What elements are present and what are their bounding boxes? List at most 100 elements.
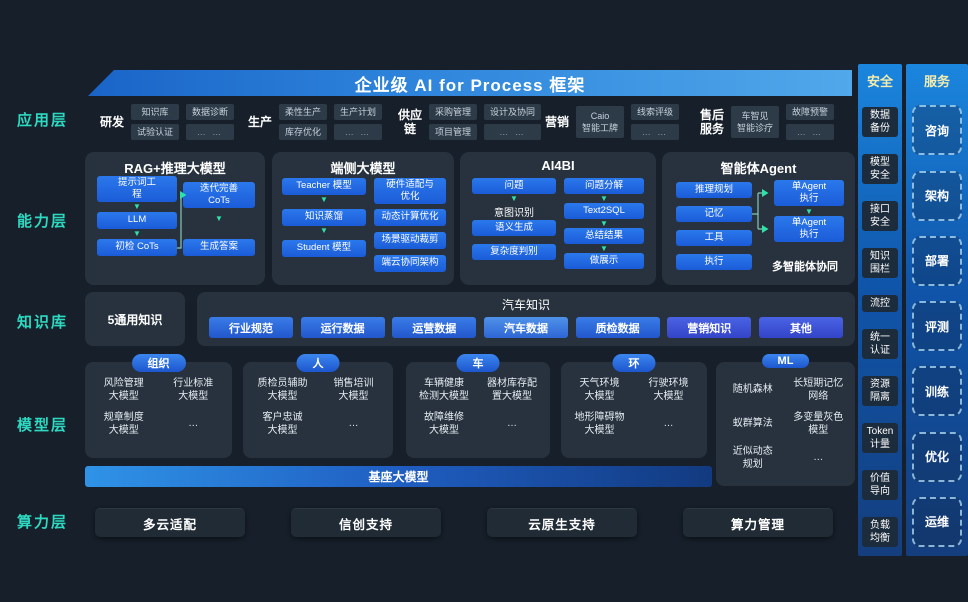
- edge-step-student: Student 模型: [282, 240, 366, 257]
- app-group-after-sales: 售后 服务 车智见 智能诊疗 故障预警 … …: [700, 98, 835, 146]
- app-tag: 柔性生产: [279, 103, 328, 120]
- compute-item-management: 算力管理: [683, 508, 833, 537]
- agent-step-planning: 推理规划: [676, 182, 752, 198]
- service-item: 架构: [912, 170, 962, 221]
- service-item: 训练: [912, 366, 962, 417]
- service-column-title: 服务: [923, 74, 950, 89]
- model-item: 地形障碍物 大模型: [574, 412, 625, 436]
- layer-label-model: 模型层: [17, 417, 69, 434]
- agent-step-execute: 执行: [676, 254, 752, 270]
- compute-item-xinchuang: 信创支持: [291, 508, 441, 537]
- knowledge-general-box: 5通用知识: [85, 292, 185, 346]
- service-item: 优化: [912, 431, 962, 482]
- knowledge-pill: 质检数据: [575, 317, 660, 338]
- model-group-tag: ML: [761, 354, 810, 368]
- security-item: 接口 安全: [862, 201, 898, 231]
- model-item: 质检员辅助 大模型: [257, 378, 308, 402]
- model-item: 客户忠诚 大模型: [262, 412, 303, 436]
- compute-item-cloudnative: 云原生支持: [487, 508, 637, 537]
- rag-step-llm: LLM: [97, 212, 177, 229]
- app-tag: 线索评级: [631, 103, 680, 120]
- app-tag-more: … …: [631, 124, 680, 141]
- model-item-more: …: [507, 418, 517, 430]
- agent-single-exec-1: 单Agent 执行: [774, 180, 844, 206]
- security-item: 模型 安全: [862, 154, 898, 184]
- down-arrow-icon: ▼: [510, 194, 518, 203]
- knowledge-pill: 运营数据: [392, 317, 477, 338]
- service-item: 评测: [912, 301, 962, 352]
- down-arrow-icon: ▼: [805, 207, 813, 216]
- down-arrow-icon: ▼: [320, 226, 328, 235]
- model-group-ml: ML 随机森林 长短期记忆 网络 蚁群算法 多变量灰色 模型 近似动态 规划 …: [716, 354, 855, 486]
- capability-box-ai4bi: AI4BI 问题 ▼ 意图识别 语义生成 复杂度判别 问题分解 ▼ Text2S…: [460, 152, 656, 285]
- model-item: 规章制度 大模型: [103, 412, 144, 436]
- edge-feature-hardware: 硬件适配与 优化: [374, 178, 446, 204]
- service-item: 咨询: [912, 105, 962, 156]
- ai4bi-step-question: 问题: [472, 178, 556, 194]
- title-banner: 企业级 AI for Process 框架: [88, 70, 852, 96]
- security-item: 知识 围栏: [862, 248, 898, 278]
- app-tag: 采购管理: [429, 103, 478, 120]
- down-arrow-icon: ▼: [215, 214, 223, 223]
- ai4bi-step-decompose: 问题分解: [564, 178, 644, 194]
- capability-box-title: AI4BI: [541, 158, 575, 173]
- model-group-environment: 环 天气环境 大模型 行驶环境 大模型 地形障碍物 大模型 …: [561, 354, 707, 458]
- capability-box-rag: RAG+推理大模型 提示词工 程 ▼ LLM ▼ 初检 CoTs 迭代完善 Co…: [85, 152, 265, 285]
- model-item: 销售培训 大模型: [333, 378, 374, 402]
- agent-multi-collab-note: 多智能体协同: [772, 261, 838, 273]
- model-group-people: 人 质检员辅助 大模型 销售培训 大模型 客户忠诚 大模型 …: [243, 354, 393, 458]
- agent-single-exec-2: 单Agent 执行: [774, 216, 844, 242]
- app-group-label: 售后 服务: [700, 107, 725, 136]
- ai4bi-step-summary: 总结结果: [564, 228, 644, 244]
- capability-box-agent: 智能体Agent 推理规划 记忆 工具 执行 单Agent 执行 ▼ 单Agen…: [662, 152, 855, 285]
- down-arrow-icon: ▼: [133, 229, 141, 238]
- app-tag-more: … …: [186, 124, 235, 141]
- ai4bi-step-text2sql: Text2SQL: [564, 203, 644, 219]
- edge-step-distill: 知识蒸馏: [282, 209, 366, 226]
- down-arrow-icon: ▼: [133, 202, 141, 211]
- layer-label-capability: 能力层: [17, 213, 69, 230]
- down-arrow-icon: ▼: [320, 195, 328, 204]
- security-item: 资源 隔离: [862, 376, 898, 406]
- rag-step-iterate-cots: 迭代完善 CoTs: [183, 182, 255, 208]
- app-tag: 试验认证: [131, 124, 180, 141]
- knowledge-auto-box: 汽车知识 行业规范 运行数据 运营数据 汽车数据 质检数据 营销知识 其他: [197, 292, 855, 346]
- app-tag-more: … …: [334, 124, 383, 141]
- model-group-tag: 组织: [131, 354, 186, 372]
- layer-label-application: 应用层: [17, 112, 69, 129]
- service-column: 服务 咨询 架构 部署 评测 训练 优化 运维: [906, 64, 968, 556]
- model-group-organization: 组织 风险管理 大模型 行业标准 大模型 规章制度 大模型 …: [85, 354, 232, 458]
- app-group-production: 生产 柔性生产 库存优化 生产计划 … …: [248, 98, 383, 146]
- knowledge-auto-title: 汽车知识: [501, 298, 550, 312]
- security-item: 流控: [862, 295, 898, 312]
- model-item: 器材库存配 置大模型: [487, 378, 537, 402]
- app-group-label: 供应 链: [398, 107, 423, 136]
- ai4bi-step-intent: 意图识别: [494, 208, 534, 219]
- agent-step-memory: 记忆: [676, 206, 752, 222]
- edge-feature-scene-pruning: 场景驱动裁剪: [374, 232, 446, 249]
- page-title: 企业级 AI for Process 框架: [354, 75, 586, 95]
- model-item: 车辆健康 检测大模型: [419, 378, 469, 402]
- model-item: 行驶环境 大模型: [648, 378, 689, 402]
- app-tag: 故障预警: [786, 103, 835, 120]
- model-group-tag: 环: [612, 354, 656, 372]
- down-arrow-icon: ▼: [600, 219, 608, 228]
- compute-item-multicloud: 多云适配: [95, 508, 245, 537]
- base-model-banner: 基座大模型: [85, 466, 712, 487]
- security-item: Token 计量: [862, 423, 898, 453]
- security-item: 数据 备份: [862, 107, 898, 137]
- model-item-more: …: [813, 452, 824, 464]
- capability-box-edge: 端侧大模型 Teacher 模型 ▼ 知识蒸馏 ▼ Student 模型 硬件适…: [272, 152, 454, 285]
- model-group-tag: 人: [296, 354, 340, 372]
- app-tag: 项目管理: [429, 124, 478, 141]
- security-column: 安全 数据 备份 模型 安全 接口 安全 知识 围栏 流控 统一 认证 资源 隔…: [858, 64, 902, 556]
- app-tag-more: … …: [786, 124, 835, 141]
- down-arrow-icon: ▼: [600, 244, 608, 253]
- app-tag: 知识库: [131, 103, 180, 120]
- model-item-more: …: [348, 418, 359, 430]
- model-item-more: …: [188, 418, 199, 430]
- app-tag-more: … …: [484, 124, 542, 141]
- app-tag: 生产计划: [334, 103, 383, 120]
- rag-step-init-cots: 初检 CoTs: [97, 239, 177, 256]
